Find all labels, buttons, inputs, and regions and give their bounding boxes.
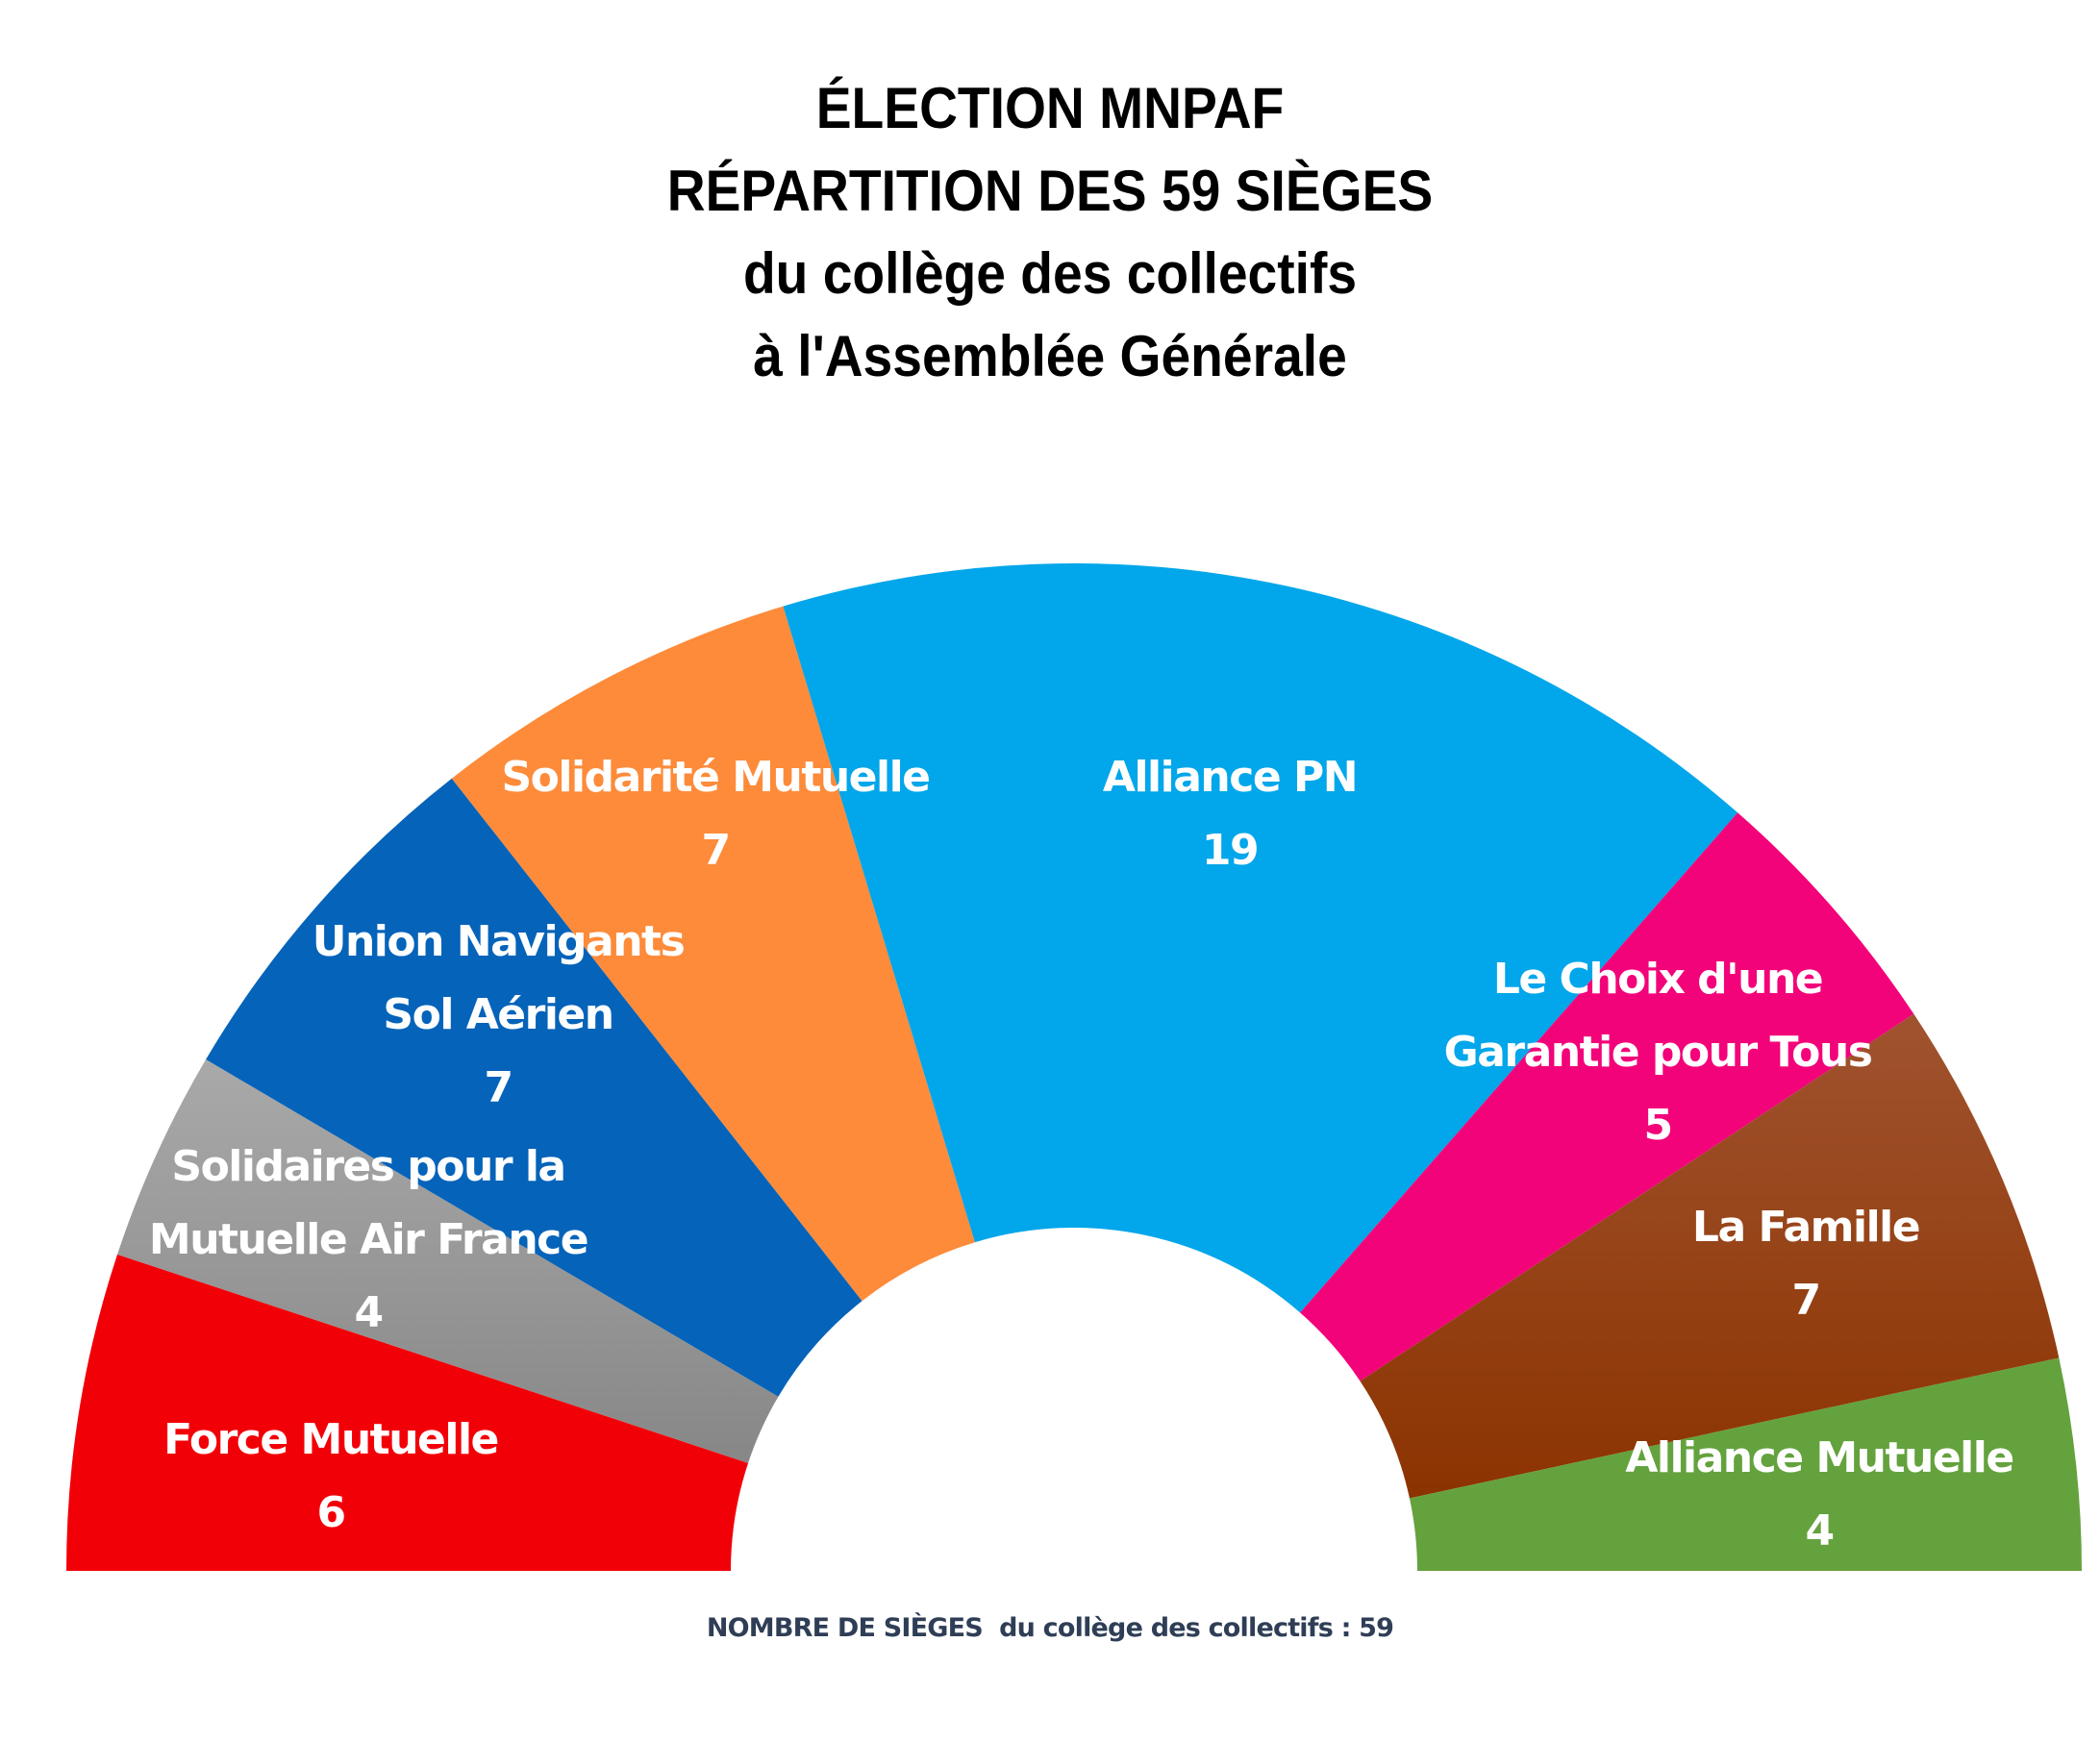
slice-label-name: Union Navigants [312, 917, 685, 966]
slice-label-name: Force Mutuelle [163, 1415, 498, 1464]
slice-label: Le Choix d'une Garantie pour Tous 5 [1444, 955, 1874, 1150]
slice-label-value: 19 [1202, 826, 1258, 875]
slice-alliance-mutuelle [1409, 1357, 2082, 1571]
slice-label-name: Sol Aérien [383, 990, 612, 1039]
slice-la-famille [1360, 1013, 2060, 1499]
slice-label: La Famille 7 [1692, 1203, 1921, 1325]
slice-label: Solidaires pour la Mutuelle Air France 4 [149, 1142, 589, 1337]
title-line-2: RÉPARTITION DES 59 SIÈGES [666, 159, 1434, 223]
slice-label-value: 5 [1643, 1101, 1671, 1150]
slice-label-value: 7 [484, 1063, 512, 1112]
slice-label-name: Solidaires pour la [171, 1142, 564, 1191]
slice-label-value: 6 [316, 1488, 344, 1537]
slice-label: Alliance PN 19 [1103, 753, 1359, 875]
chart-title: ÉLECTION MNPAF RÉPARTITION DES 59 SIÈGES… [0, 67, 2100, 398]
slice-label: Alliance Mutuelle 4 [1625, 1433, 2014, 1555]
title-line-4: à l'Assemblée Générale [753, 324, 1347, 388]
slice-le-choix-d-une-garantie-pour-tous [1300, 812, 1914, 1381]
slice-label-value: 7 [701, 826, 729, 875]
slice-label: Force Mutuelle 6 [163, 1415, 499, 1537]
slice-label: Union Navigants Sol Aérien 7 [312, 917, 686, 1112]
slice-union-navigants-sol-a-rien [206, 778, 862, 1397]
chart-footer: NOMBRE DE SIÈGES du collège des collecti… [706, 1613, 1394, 1643]
slice-label-name: Alliance PN [1103, 753, 1357, 802]
slice-solidarit-mutuelle [451, 606, 975, 1302]
slice-label-value: 4 [354, 1288, 382, 1337]
slice-label: Solidarité Mutuelle 7 [501, 753, 931, 875]
slice-label-value: 4 [1805, 1506, 1833, 1555]
slice-force-mutuelle [66, 1254, 749, 1571]
slice-label-name: Alliance Mutuelle [1625, 1433, 2012, 1482]
slice-label-value: 7 [1791, 1276, 1819, 1325]
slice-label-name: Le Choix d'une [1493, 955, 1822, 1004]
title-line-3: du collège des collectifs [742, 241, 1358, 306]
slice-label-name: La Famille [1692, 1203, 1919, 1252]
slice-alliance-pn [783, 563, 1738, 1313]
slices [66, 563, 2082, 1571]
slice-label-name: Garantie pour Tous [1444, 1028, 1872, 1077]
slice-solidaires-pour-la-mutuelle-air-france [117, 1058, 779, 1463]
labels: Force Mutuelle 6 Solidaires pour la Mutuell… [149, 753, 2014, 1555]
title-line-1: ÉLECTION MNPAF [815, 76, 1285, 140]
slice-label-name: Solidarité Mutuelle [501, 753, 929, 802]
slice-label-name: Mutuelle Air France [149, 1215, 588, 1264]
